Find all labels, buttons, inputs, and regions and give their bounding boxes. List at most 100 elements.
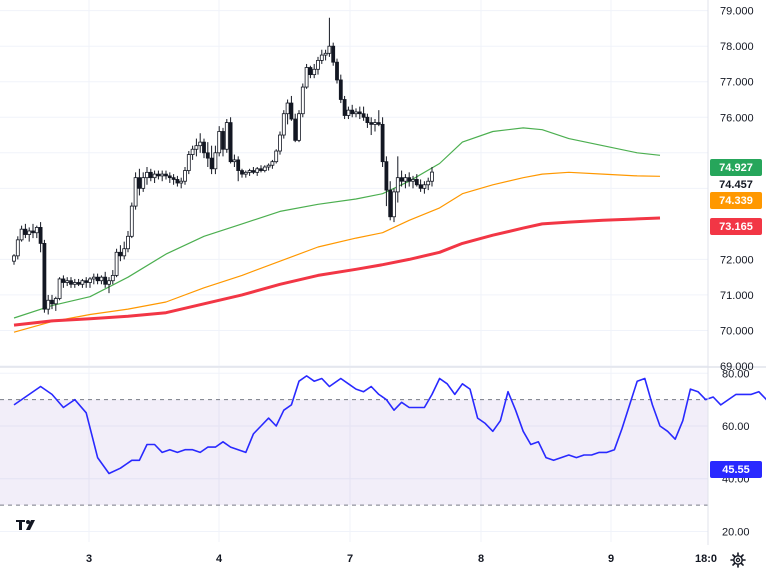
price-tick-label: 79.000 <box>720 6 754 18</box>
candle <box>346 106 351 120</box>
gear-icon[interactable] <box>730 552 746 568</box>
oscillator-band <box>0 399 708 506</box>
candle <box>53 296 58 311</box>
price-labels: 74.927 74.457 74.339 73.165 <box>710 159 762 235</box>
candle <box>285 99 290 125</box>
candle <box>236 156 241 182</box>
candle <box>171 174 176 185</box>
tradingview-logo-icon[interactable] <box>16 520 35 530</box>
candle <box>114 248 119 278</box>
time-tick-label: 4 <box>216 553 223 565</box>
candle <box>297 110 301 143</box>
price-label-badge: 74.339 <box>710 192 762 209</box>
candle <box>251 167 256 175</box>
candle <box>365 113 370 128</box>
candle <box>164 170 168 180</box>
candle <box>209 145 214 175</box>
oscillator-tick-label: 80.00 <box>722 368 750 380</box>
candle <box>243 170 248 178</box>
candle <box>323 49 328 61</box>
price-tick-label: 76.000 <box>720 112 754 124</box>
candle <box>156 170 161 180</box>
candle <box>308 65 313 79</box>
price-tick-label: 69.000 <box>720 361 754 373</box>
candle <box>205 142 210 168</box>
candle <box>422 181 427 194</box>
candle <box>388 181 393 221</box>
candle <box>304 63 309 89</box>
candle <box>224 119 229 153</box>
candle <box>221 127 225 157</box>
candle <box>175 175 180 187</box>
candle <box>179 177 184 189</box>
ma-line-green <box>13 127 661 319</box>
candle <box>361 106 366 121</box>
candle <box>384 156 389 207</box>
candle <box>395 156 400 203</box>
candle <box>38 222 43 253</box>
candle <box>15 236 20 260</box>
candle <box>95 273 100 285</box>
candle <box>338 74 343 104</box>
candle <box>46 294 51 315</box>
candle <box>373 119 377 132</box>
candle <box>80 278 85 288</box>
candle <box>84 277 89 288</box>
candle <box>27 227 32 242</box>
candle <box>293 113 298 143</box>
candle <box>198 133 203 153</box>
candle <box>65 277 70 287</box>
oscillator-value-badge: 45.55 <box>710 461 762 478</box>
candle <box>88 277 92 288</box>
price-label-text: 74.927 <box>719 162 753 174</box>
candle <box>327 17 332 57</box>
price-axis: 79.000 78.000 77.000 76.000 72.000 71.000 70.0… <box>720 6 754 373</box>
candle <box>278 131 282 155</box>
candle <box>12 254 16 265</box>
candle <box>50 294 54 310</box>
candle <box>133 172 138 210</box>
candle <box>129 202 134 239</box>
candle <box>122 241 127 260</box>
candle <box>19 225 24 242</box>
price-tick-label: 70.000 <box>720 325 754 337</box>
candle <box>99 275 104 285</box>
price-label-badge: 74.457 <box>710 176 762 193</box>
candle <box>61 275 66 288</box>
time-tick-label: 18:0 <box>695 553 717 565</box>
ma-line-orange <box>13 171 661 333</box>
time-tick-label: 8 <box>478 553 484 565</box>
candle <box>342 95 347 120</box>
candle <box>259 165 263 173</box>
candle <box>194 138 199 157</box>
price-label-text: 73.165 <box>719 221 753 233</box>
candle <box>34 225 39 239</box>
candle <box>430 167 434 187</box>
candle <box>103 271 108 288</box>
candle <box>167 172 172 183</box>
price-tick-label: 72.000 <box>720 254 754 266</box>
candle <box>110 270 115 285</box>
oscillator-tick-label: 60.00 <box>722 421 750 433</box>
candle <box>289 95 294 121</box>
candle <box>145 167 149 185</box>
time-tick-label: 7 <box>347 553 353 565</box>
candle <box>411 175 415 189</box>
oscillator-value-text: 45.55 <box>722 464 750 476</box>
candle <box>152 170 157 183</box>
candle <box>126 230 130 253</box>
candle <box>266 163 271 171</box>
candle <box>69 277 73 288</box>
candle <box>76 278 81 287</box>
candle <box>357 106 362 120</box>
candle <box>183 167 187 185</box>
candle <box>228 117 233 164</box>
candle <box>414 174 419 187</box>
candle <box>407 172 412 187</box>
candle <box>369 117 374 136</box>
candle <box>376 110 381 127</box>
candle <box>255 167 260 176</box>
candle <box>247 168 252 176</box>
time-axis: 3 4 7 8 9 18:0 <box>86 553 717 565</box>
candle <box>403 174 408 189</box>
